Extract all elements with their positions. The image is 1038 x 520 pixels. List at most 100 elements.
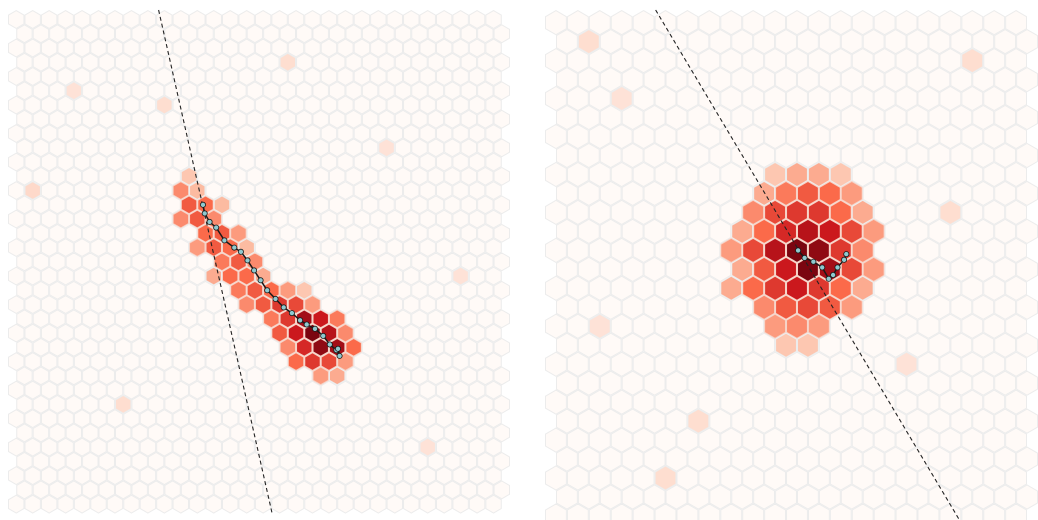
hex-cell-empty (32, 280, 50, 300)
hex-cell-empty (676, 161, 699, 188)
hex-cell (753, 180, 776, 207)
hex-cell-empty (419, 124, 436, 144)
hex-cell-empty (238, 494, 255, 514)
hex-cell-empty (90, 266, 107, 286)
hex-cell-empty (895, 275, 918, 301)
hex-cell-empty (411, 195, 428, 215)
hex-cell-empty (189, 295, 206, 315)
hex-cell-empty (16, 451, 33, 471)
hex-cell-empty (82, 366, 99, 386)
hex-cell-empty (873, 389, 896, 415)
hex-cell-empty (312, 480, 329, 500)
hex-cell-empty (427, 337, 445, 357)
hex-cell-empty (1016, 218, 1038, 245)
hex-cell-empty (775, 446, 797, 472)
hex-cell-empty (775, 66, 797, 93)
hex-cell (786, 275, 808, 301)
hex-cell-empty (1016, 332, 1038, 358)
hex-cell-empty (24, 437, 41, 457)
hex-cell-empty (106, 181, 124, 201)
hex-cell-empty (345, 109, 362, 129)
hex-cell-empty (98, 337, 115, 357)
hex-cell-empty (16, 52, 33, 72)
hex-cell-empty (435, 295, 453, 315)
hex-cell-empty (73, 295, 91, 315)
hex-cell-empty (588, 85, 611, 112)
hex-cell (238, 295, 255, 315)
hex-cell-empty (485, 466, 502, 486)
hex-cell-empty (610, 465, 633, 491)
hex-cell-empty (230, 52, 247, 72)
hex-cell-empty (566, 10, 589, 36)
hex-cell-empty (279, 451, 297, 471)
hex-cell-empty (566, 351, 589, 377)
hex-cell-empty (24, 352, 41, 372)
hex-cell-empty (353, 323, 371, 343)
hex-cell-empty (895, 465, 918, 491)
hex-cell-empty (435, 352, 453, 372)
hex-cell-empty (411, 451, 428, 471)
hex-cell-empty (312, 109, 329, 129)
hex-cell-empty (419, 494, 436, 514)
hex-cell-empty (720, 465, 743, 491)
hex-cell-empty (32, 81, 50, 101)
hex-cell-empty (764, 123, 786, 150)
hex-cell-empty (720, 199, 743, 226)
hex-cell (180, 195, 198, 215)
hex-cell-empty (337, 266, 354, 286)
hex-cell-empty (221, 494, 239, 514)
hex-cell-empty (287, 380, 305, 400)
hex-cell-empty (632, 351, 655, 377)
hex-cell-empty (139, 95, 157, 115)
hex-cell-empty (665, 332, 688, 358)
hex-cell-empty (687, 218, 710, 245)
hex-cell-empty (961, 85, 984, 112)
hex-cell-empty (131, 109, 148, 129)
hex-cell-empty (862, 446, 885, 472)
hex-cell-empty (731, 29, 754, 55)
hex-cell-empty (238, 323, 255, 343)
hex-cell-empty (427, 366, 445, 386)
hex-cell-empty (296, 166, 313, 186)
hex-cell-empty (287, 95, 305, 115)
hex-cell-empty (254, 67, 272, 86)
hex-cell-empty (353, 38, 371, 58)
hex-cell (775, 218, 797, 245)
hex-cell (775, 332, 797, 358)
hex-cell-empty (588, 161, 611, 188)
hex-cell-empty (370, 295, 387, 315)
track-point (336, 352, 343, 359)
hex-cell-empty (320, 209, 338, 229)
hex-cell-empty (862, 294, 885, 320)
hex-cell-empty (687, 256, 710, 282)
hex-cell-empty (337, 466, 354, 486)
hex-cell-empty (906, 142, 929, 169)
track-point (834, 264, 841, 271)
hex-cell-empty (65, 423, 83, 443)
hex-cell-empty (370, 10, 387, 29)
hex-cell-empty (895, 389, 918, 415)
track-point (251, 267, 258, 274)
hex-cell-empty (90, 95, 107, 115)
hex-cell-empty (709, 408, 732, 434)
hex-cell (287, 295, 305, 315)
hex-cell-empty (632, 389, 655, 415)
hex-cell-empty (164, 423, 181, 443)
hex-cell-empty (545, 85, 567, 112)
hex-cell-empty (394, 280, 412, 300)
hex-cell-empty (180, 451, 198, 471)
hex-cell-empty (246, 195, 264, 215)
hex-cell-empty (40, 380, 58, 400)
hex-cell-empty (972, 446, 995, 472)
hex-cell-empty (279, 109, 297, 129)
hex-cell-empty (994, 294, 1017, 320)
hex-cell-empty (304, 124, 321, 144)
hex-cell (807, 237, 830, 263)
hex-cell-empty (829, 10, 852, 36)
hex-cell-empty (106, 437, 124, 457)
hex-cell-empty (57, 10, 74, 29)
hex-cell-empty (444, 138, 461, 158)
hex-cell-empty (205, 67, 222, 86)
hex-cell (807, 313, 830, 339)
hex-cell-empty (312, 451, 329, 471)
